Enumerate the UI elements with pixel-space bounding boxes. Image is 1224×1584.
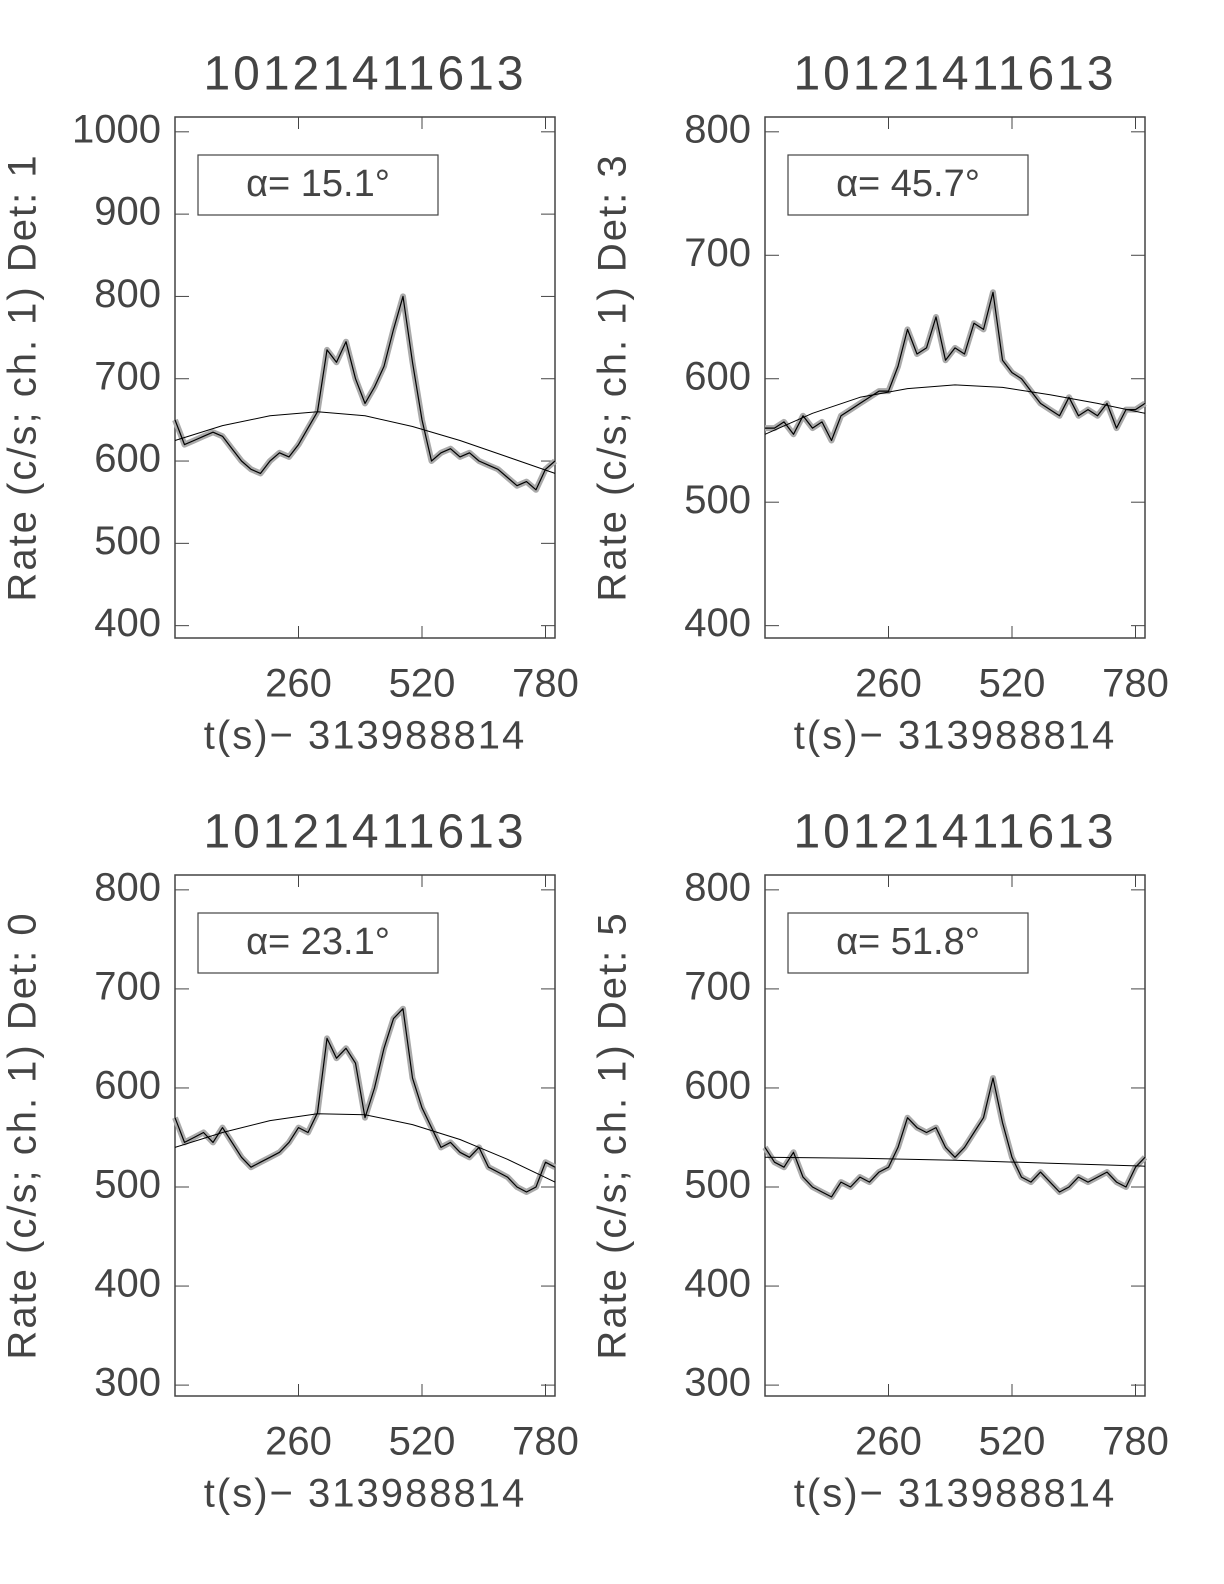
annotation-box: [197, 154, 439, 216]
y-tick-label: 300: [684, 1361, 751, 1405]
x-tick-label: 780: [1102, 662, 1169, 706]
x-axis-label: t(s)− 313988814: [794, 714, 1116, 758]
y-axis-label: Rate (c/s; ch. 1) Det: 3: [591, 153, 635, 601]
y-tick-label: 400: [94, 601, 161, 645]
data-line: [174, 1008, 556, 1193]
y-tick-label: 700: [684, 231, 751, 275]
chart-title: 10121411613: [793, 48, 1116, 101]
plot-frame: [764, 874, 1146, 1397]
y-axis-label: Rate (c/s; ch. 1) Det: 1: [1, 153, 45, 601]
error-band: [172, 293, 557, 493]
x-tick-label: 520: [979, 1420, 1046, 1464]
x-tick-label: 520: [389, 1420, 456, 1464]
x-tick-label: 520: [389, 662, 456, 706]
y-tick-label: 500: [684, 478, 751, 522]
x-tick-label: 260: [855, 662, 922, 706]
y-tick-label: 500: [94, 519, 161, 563]
y-tick-label: 900: [94, 190, 161, 234]
y-tick-label: 800: [94, 272, 161, 316]
chart-title: 10121411613: [203, 48, 526, 101]
data-line: [764, 1077, 1146, 1198]
annotation-box: [197, 912, 439, 974]
fit-line: [174, 1113, 556, 1183]
y-tick-label: 400: [94, 1262, 161, 1306]
y-tick-label: 500: [684, 1163, 751, 1207]
y-tick-label: 800: [684, 865, 751, 909]
y-axis-label: Rate (c/s; ch. 1) Det: 0: [1, 911, 45, 1359]
error-band: [765, 289, 1147, 444]
annotation: α= 23.1°: [246, 921, 390, 963]
y-tick-label: 500: [94, 1163, 161, 1207]
y-tick-label: 600: [94, 1064, 161, 1108]
x-tick-label: 520: [979, 662, 1046, 706]
y-tick-label: 400: [684, 601, 751, 645]
y-tick-label: 600: [684, 354, 751, 398]
y-tick-label: 600: [684, 1064, 751, 1108]
data-line: [174, 295, 556, 491]
y-tick-label: 300: [94, 1361, 161, 1405]
x-tick-label: 780: [1102, 1420, 1169, 1464]
fit-line: [764, 384, 1146, 435]
error-band: [762, 1075, 1148, 1200]
plot-frame: [174, 116, 556, 639]
data-line: [765, 291, 1146, 442]
plot-frame: [174, 874, 556, 1397]
plot-frame: [764, 116, 1146, 639]
annotation-box: [787, 154, 1029, 216]
fit-line: [764, 1156, 1146, 1167]
x-tick-label: 780: [512, 1420, 579, 1464]
x-tick-label: 260: [265, 1420, 332, 1464]
annotation: α= 51.8°: [836, 921, 980, 963]
y-tick-label: 600: [94, 437, 161, 481]
y-tick-label: 1000: [72, 107, 161, 151]
x-tick-label: 260: [265, 662, 332, 706]
chart-title: 10121411613: [203, 806, 526, 859]
y-tick-label: 700: [94, 964, 161, 1008]
x-tick-label: 260: [855, 1420, 922, 1464]
x-axis-label: t(s)− 313988814: [204, 1472, 526, 1516]
error-band: [172, 1005, 557, 1195]
chart-title: 10121411613: [793, 806, 1116, 859]
x-axis-label: t(s)− 313988814: [794, 1472, 1116, 1516]
y-tick-label: 800: [94, 865, 161, 909]
x-tick-label: 780: [512, 662, 579, 706]
y-tick-label: 700: [684, 964, 751, 1008]
fit-line: [174, 411, 556, 474]
y-axis-label: Rate (c/s; ch. 1) Det: 5: [591, 911, 635, 1359]
x-axis-label: t(s)− 313988814: [204, 714, 526, 758]
annotation: α= 45.7°: [836, 163, 980, 205]
annotation: α= 15.1°: [246, 163, 390, 205]
annotation-box: [787, 912, 1029, 974]
y-tick-label: 800: [684, 107, 751, 151]
y-tick-label: 400: [684, 1262, 751, 1306]
y-tick-label: 700: [94, 354, 161, 398]
